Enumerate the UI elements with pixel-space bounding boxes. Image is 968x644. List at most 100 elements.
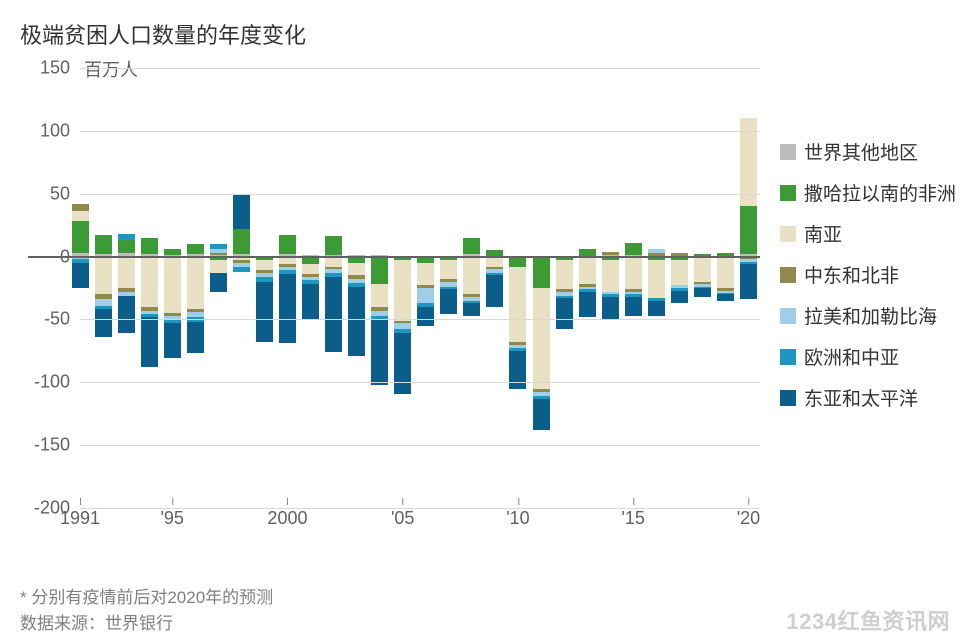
x-tick-mark	[80, 498, 81, 505]
zero-line	[28, 256, 760, 258]
bar-segment-mena	[72, 204, 89, 212]
bar-column	[440, 68, 457, 508]
x-tick-mark	[748, 498, 749, 505]
bar-segment-sa	[141, 257, 158, 307]
y-axis: 150100500-50-100-150-200	[28, 68, 76, 508]
bar-segment-eap	[394, 333, 411, 393]
bar-column	[187, 68, 204, 508]
x-axis: 1991'952000'05'10'15'20	[80, 508, 760, 532]
bar-segment-sa	[509, 267, 526, 342]
gridline	[80, 319, 760, 320]
bar-segment-sa	[164, 257, 181, 314]
plot-area	[80, 68, 760, 508]
bar-segment-sa	[256, 260, 273, 270]
bar-segment-sa	[394, 260, 411, 320]
legend-swatch	[780, 226, 796, 242]
gridline	[80, 382, 760, 383]
bar-segment-ssa	[463, 238, 480, 254]
bar-column	[463, 68, 480, 508]
x-tick-label: 1991	[60, 508, 100, 529]
bar-segment-sa	[95, 257, 112, 295]
y-tick-label: -150	[34, 435, 70, 456]
bar-segment-ssa	[187, 244, 204, 254]
bar-segment-ssa	[279, 235, 296, 254]
bar-column	[648, 68, 665, 508]
bar-segment-eap	[325, 277, 342, 352]
legend-item: 拉美和加勒比海	[780, 302, 960, 329]
legend-swatch	[780, 185, 796, 201]
bar-segment-eap	[256, 282, 273, 342]
legend-label: 世界其他地区	[804, 138, 918, 165]
footnote: * 分别有疫情前后对2020年的预测	[20, 583, 273, 608]
bar-segment-eap	[72, 263, 89, 288]
bar-segment-sa	[210, 260, 227, 273]
bar-segment-eap	[141, 317, 158, 367]
bar-segment-eap	[486, 275, 503, 306]
bar-segment-ssa	[233, 229, 250, 254]
data-source: 数据来源：世界银行	[20, 609, 173, 634]
x-tick-mark	[633, 498, 634, 505]
bar-segment-ssa	[533, 257, 550, 288]
bar-column	[210, 68, 227, 508]
x-tick-mark	[403, 498, 404, 505]
bar-segment-eap	[671, 291, 688, 304]
x-tick-label: '95	[160, 508, 183, 529]
bar-segment-eap	[371, 319, 388, 384]
legend-item: 东亚和太平洋	[780, 384, 960, 411]
bar-segment-sa	[440, 260, 457, 279]
legend-swatch	[780, 390, 796, 406]
bar-column	[141, 68, 158, 508]
bar-segment-eca	[233, 267, 250, 272]
legend-swatch	[780, 267, 796, 283]
bar-segment-sa	[325, 257, 342, 267]
bar-segment-sa	[417, 263, 434, 286]
bar-segment-ssa	[72, 221, 89, 252]
bar-segment-eap	[95, 309, 112, 337]
bar-segment-eap	[233, 194, 250, 229]
bar-segment-ssa	[164, 249, 181, 255]
bar-column	[740, 68, 757, 508]
bar-segment-eap	[118, 296, 135, 334]
bar-segment-lac	[210, 249, 227, 253]
bar-segment-ssa	[625, 243, 642, 256]
legend-label: 东亚和太平洋	[804, 384, 918, 411]
y-tick-label: 100	[40, 120, 70, 141]
bar-column	[95, 68, 112, 508]
bar-segment-lac	[417, 288, 434, 303]
bar-segment-sa	[533, 288, 550, 389]
bar-segment-eap	[417, 307, 434, 326]
bar-segment-sa	[556, 260, 573, 289]
bar-column	[509, 68, 526, 508]
bar-segment-ssa	[325, 236, 342, 255]
bar-segment-eap	[348, 287, 365, 356]
bar-segment-eap	[164, 323, 181, 358]
bar-segment-ssa	[740, 206, 757, 254]
watermark: 1234红鱼资讯网	[787, 604, 950, 636]
bar-segment-eap	[625, 297, 642, 316]
x-tick-label: '05	[391, 508, 414, 529]
bar-segment-sa	[371, 284, 388, 307]
bar-segment-ssa	[95, 235, 112, 254]
bar-segment-eca	[118, 234, 135, 240]
bar-segment-ssa	[141, 238, 158, 254]
x-tick-label: '20	[737, 508, 760, 529]
chart-title: 极端贫困人口数量的年度变化	[20, 18, 948, 50]
bar-segment-eap	[210, 273, 227, 292]
bar-column	[348, 68, 365, 508]
bar-column	[118, 68, 135, 508]
legend-swatch	[780, 308, 796, 324]
y-tick-label: -50	[44, 309, 70, 330]
bar-segment-ssa	[118, 240, 135, 253]
x-tick-label: '10	[506, 508, 529, 529]
bar-column	[164, 68, 181, 508]
bar-segment-sa	[72, 211, 89, 221]
x-tick-mark	[518, 498, 519, 505]
legend-label: 南亚	[804, 220, 842, 247]
bar-segment-sa	[302, 264, 319, 274]
bar-segment-eap	[533, 399, 550, 430]
bar-column	[417, 68, 434, 508]
legend-item: 世界其他地区	[780, 138, 960, 165]
bar-segment-eap	[302, 284, 319, 319]
bar-segment-ssa	[371, 257, 388, 285]
bar-segment-eca	[210, 244, 227, 249]
